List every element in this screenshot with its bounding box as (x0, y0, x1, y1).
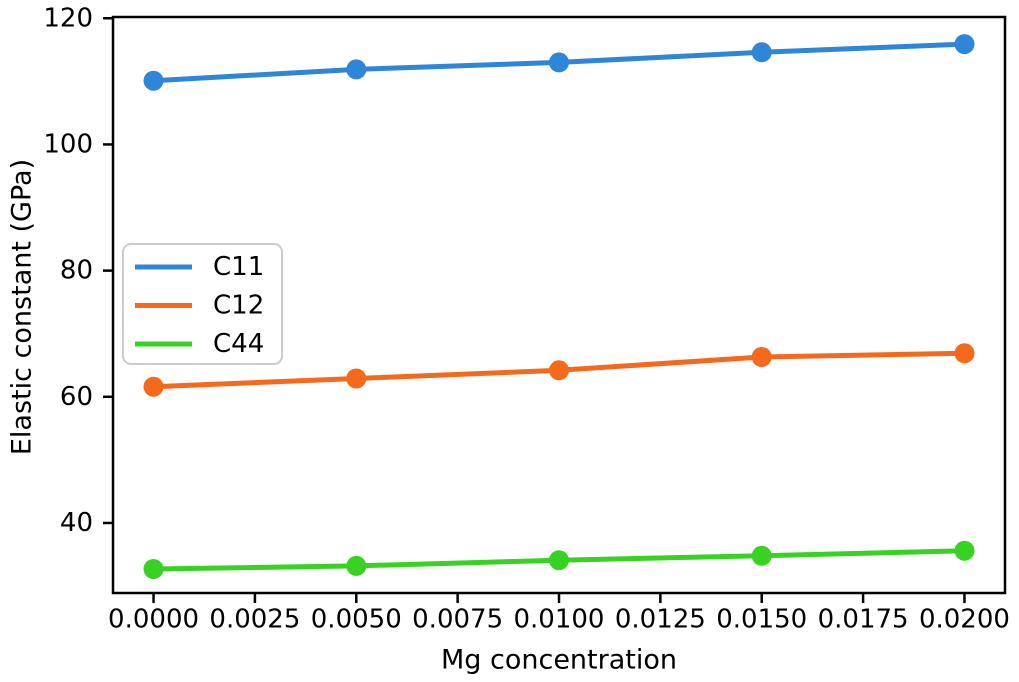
x-tick-label: 0.0025 (209, 604, 300, 634)
y-tick-label: 80 (60, 256, 93, 286)
legend-label-C11: C11 (213, 252, 264, 282)
plot-border (111, 15, 1007, 595)
x-tick-label: 0.0000 (108, 604, 199, 634)
data-point-C44 (143, 559, 164, 579)
y-tick-label: 40 (60, 508, 93, 538)
series-layer (143, 34, 975, 579)
legend: C11 C12 C44 (122, 243, 283, 365)
data-point-C12 (954, 343, 975, 364)
x-tick-label: 0.0125 (615, 604, 706, 634)
data-point-C11 (143, 70, 164, 91)
y-tick-label: 120 (43, 3, 93, 33)
x-tick-label: 0.0175 (818, 604, 909, 634)
x-tick-label: 0.0075 (412, 604, 503, 634)
x-tick-label: 0.0050 (311, 604, 402, 634)
legend-box (122, 243, 283, 365)
data-point-C11 (751, 42, 772, 63)
data-point-C12 (143, 376, 164, 397)
data-point-C12 (346, 368, 367, 389)
legend-label-C12: C12 (213, 291, 264, 321)
data-point-C11 (346, 59, 367, 80)
y-axis-label: Elastic constant (GPa) (7, 159, 38, 455)
y-tick-label: 100 (43, 129, 93, 159)
y-tick-label: 60 (60, 382, 93, 412)
data-point-C12 (751, 347, 772, 367)
data-point-C44 (549, 550, 569, 571)
data-point-C44 (954, 540, 975, 561)
x-tick-label: 0.0100 (514, 604, 605, 634)
x-axis-label: Mg concentration (441, 645, 677, 676)
axis-ticks: 40 60 80 100 120 0.0000 0.0025 0.0050 0.0075 0.01… (43, 3, 1010, 634)
x-tick-label: 0.0150 (716, 604, 807, 634)
data-point-C44 (346, 555, 367, 576)
data-point-C11 (549, 52, 569, 73)
data-point-C11 (954, 34, 975, 55)
data-point-C12 (549, 360, 569, 381)
data-point-C44 (751, 545, 772, 566)
x-tick-label: 0.0200 (919, 604, 1010, 634)
legend-label-C44: C44 (213, 329, 264, 359)
